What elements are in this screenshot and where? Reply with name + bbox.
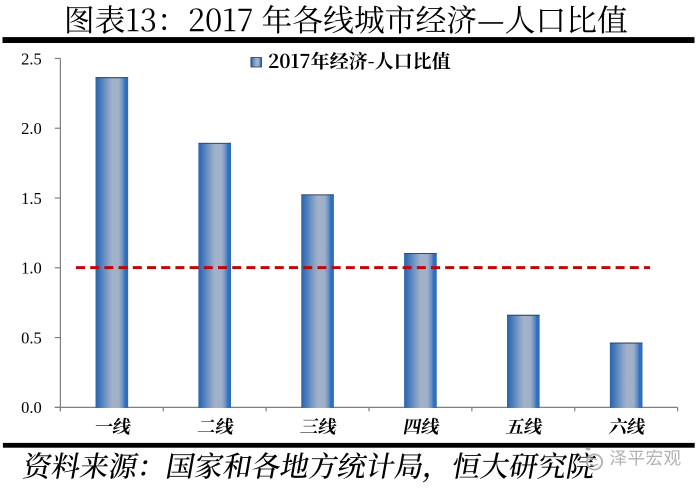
svg-text:2.0: 2.0 xyxy=(21,119,42,138)
svg-text:1.0: 1.0 xyxy=(21,259,42,278)
svg-text:2.5: 2.5 xyxy=(21,49,42,68)
svg-text:1.5: 1.5 xyxy=(21,189,42,208)
svg-text:0.0: 0.0 xyxy=(21,398,42,417)
svg-text:0.5: 0.5 xyxy=(21,328,42,347)
